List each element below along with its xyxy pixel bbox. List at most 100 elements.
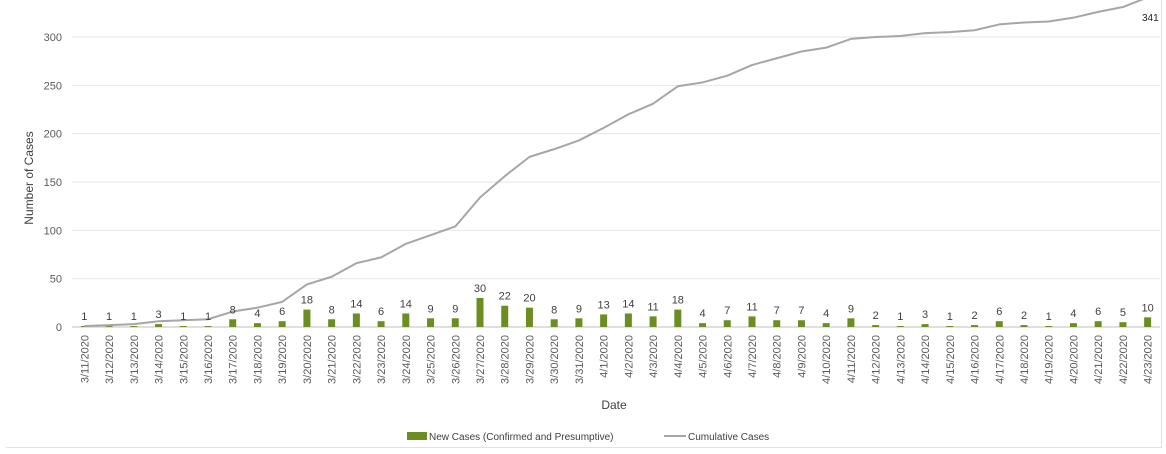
x-tick-3/15/2020: 3/15/2020 [178, 335, 190, 384]
bar-label-3/29/2020: 20 [523, 293, 535, 305]
bar-label-4/19/2020: 1 [1046, 311, 1052, 323]
x-tick-3/25/2020: 3/25/2020 [426, 335, 438, 384]
x-tick-4/18/2020: 4/18/2020 [1019, 335, 1031, 384]
bar-3/23/2020 [377, 321, 385, 327]
bar-label-4/23/2020: 10 [1142, 302, 1154, 314]
x-tick-4/1/2020: 4/1/2020 [599, 335, 611, 378]
bar-label-3/21/2020: 8 [329, 304, 335, 316]
x-axis-title: Date [601, 398, 627, 412]
bar-label-4/18/2020: 2 [1021, 310, 1027, 322]
bar-3/26/2020 [451, 318, 459, 327]
bar-label-4/15/2020: 1 [947, 311, 953, 323]
bar-4/8/2020 [773, 320, 781, 327]
bar-label-3/25/2020: 9 [427, 303, 433, 315]
bar-label-4/10/2020: 4 [823, 308, 829, 320]
x-tick-3/19/2020: 3/19/2020 [277, 335, 289, 384]
bar-4/3/2020 [649, 316, 657, 327]
x-tick-4/11/2020: 4/11/2020 [846, 335, 858, 383]
bar-4/21/2020 [1094, 321, 1102, 327]
bar-3/19/2020 [278, 321, 286, 327]
bar-label-3/18/2020: 4 [254, 308, 260, 320]
bar-label-3/31/2020: 9 [576, 303, 582, 315]
bar-4/20/2020 [1069, 323, 1077, 327]
x-tick-3/11/2020: 3/11/2020 [79, 335, 91, 383]
bar-label-3/19/2020: 6 [279, 306, 285, 318]
bar-label-4/22/2020: 5 [1120, 307, 1126, 319]
bar-3/11/2020 [80, 326, 88, 327]
x-tick-4/13/2020: 4/13/2020 [895, 335, 907, 384]
y-tick-0: 0 [56, 322, 62, 334]
legend-label-cumulative: Cumulative Cases [688, 432, 769, 443]
x-tick-4/2/2020: 4/2/2020 [623, 335, 635, 378]
bar-4/10/2020 [822, 323, 830, 327]
bar-3/29/2020 [525, 307, 533, 327]
x-tick-3/18/2020: 3/18/2020 [252, 335, 264, 384]
bar-label-4/20/2020: 4 [1070, 308, 1076, 320]
x-tick-3/13/2020: 3/13/2020 [129, 335, 141, 384]
cumulative-cases-line [84, 0, 1144, 328]
x-tick-4/17/2020: 4/17/2020 [994, 335, 1006, 384]
bar-3/27/2020 [476, 298, 484, 327]
bar-label-3/23/2020: 6 [378, 306, 384, 318]
x-tick-4/15/2020: 4/15/2020 [945, 335, 957, 384]
bar-4/16/2020 [971, 325, 979, 327]
x-tick-4/14/2020: 4/14/2020 [920, 335, 932, 384]
bar-label-3/24/2020: 14 [400, 298, 412, 310]
bar-4/6/2020 [723, 320, 731, 327]
bar-label-4/12/2020: 2 [873, 310, 879, 322]
cumulative-end-label: 341 [1142, 13, 1159, 24]
bar-4/18/2020 [1020, 325, 1028, 327]
bar-4/23/2020 [1144, 317, 1152, 327]
x-tick-3/12/2020: 3/12/2020 [104, 335, 116, 384]
x-tick-3/14/2020: 3/14/2020 [154, 335, 166, 384]
bar-label-3/16/2020: 1 [205, 311, 211, 323]
bar-4/17/2020 [995, 321, 1003, 327]
x-tick-3/22/2020: 3/22/2020 [351, 335, 363, 384]
bar-label-4/13/2020: 1 [897, 311, 903, 323]
bar-label-4/8/2020: 7 [774, 305, 780, 317]
bar-label-3/14/2020: 3 [155, 309, 161, 321]
x-tick-4/19/2020: 4/19/2020 [1044, 335, 1056, 384]
chart-frame [6, 0, 1162, 448]
x-tick-4/16/2020: 4/16/2020 [970, 335, 982, 384]
bar-label-4/11/2020: 9 [848, 303, 854, 315]
bar-4/5/2020 [699, 323, 707, 327]
x-axis-ticks: 3/11/2020 3/12/2020 3/13/2020 3/14/2020 3/15… [79, 335, 1154, 384]
bar-4/1/2020 [600, 314, 608, 327]
y-tick-200: 200 [44, 129, 62, 141]
bar-4/2/2020 [624, 313, 632, 327]
legend: New Cases (Confirmed and Presumptive) Cu… [407, 432, 769, 443]
x-tick-4/8/2020: 4/8/2020 [772, 335, 784, 378]
y-tick-250: 250 [44, 80, 62, 92]
x-tick-4/6/2020: 4/6/2020 [722, 335, 734, 378]
x-tick-3/24/2020: 3/24/2020 [401, 335, 413, 384]
x-tick-4/5/2020: 4/5/2020 [698, 335, 710, 378]
x-tick-3/31/2020: 3/31/2020 [574, 335, 586, 384]
bar-label-3/22/2020: 14 [350, 298, 362, 310]
x-tick-4/22/2020: 4/22/2020 [1118, 335, 1130, 384]
y-axis-ticks: 0 50 100 150 200 250 300 [44, 32, 62, 334]
x-tick-4/21/2020: 4/21/2020 [1093, 335, 1105, 384]
y-tick-150: 150 [44, 177, 62, 189]
x-tick-3/30/2020: 3/30/2020 [549, 335, 561, 384]
x-tick-4/23/2020: 4/23/2020 [1143, 335, 1155, 384]
bar-4/13/2020 [896, 326, 904, 327]
x-tick-3/20/2020: 3/20/2020 [302, 335, 314, 384]
legend-swatch-new-cases [407, 432, 427, 440]
bar-4/12/2020 [872, 325, 880, 327]
bar-3/31/2020 [575, 318, 583, 327]
bar-label-4/5/2020: 4 [699, 308, 705, 320]
x-tick-4/12/2020: 4/12/2020 [871, 335, 883, 384]
x-tick-3/23/2020: 3/23/2020 [376, 335, 388, 384]
bar-label-3/12/2020: 1 [106, 311, 112, 323]
x-tick-3/17/2020: 3/17/2020 [228, 335, 240, 384]
bar-label-4/21/2020: 6 [1095, 306, 1101, 318]
x-tick-4/7/2020: 4/7/2020 [747, 335, 759, 378]
x-tick-3/16/2020: 3/16/2020 [203, 335, 215, 384]
bar-label-3/17/2020: 8 [230, 304, 236, 316]
bar-3/17/2020 [229, 319, 237, 327]
bar-3/12/2020 [105, 326, 113, 327]
gridlines [72, 36, 1160, 328]
